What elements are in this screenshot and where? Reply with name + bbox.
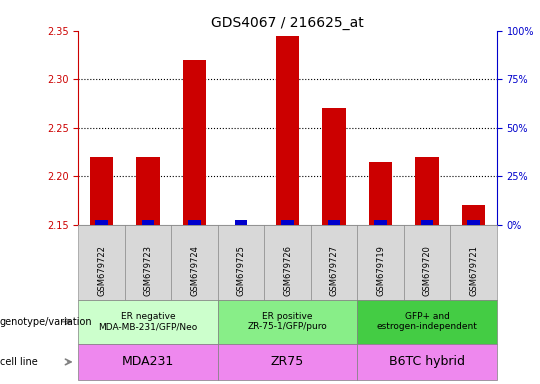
Title: GDS4067 / 216625_at: GDS4067 / 216625_at <box>211 16 364 30</box>
Bar <box>276 36 299 225</box>
Text: cell line: cell line <box>0 357 38 367</box>
Bar <box>90 157 113 225</box>
Text: B6TC hybrid: B6TC hybrid <box>389 356 465 368</box>
Text: GSM679726: GSM679726 <box>283 245 292 296</box>
Text: GSM679723: GSM679723 <box>144 245 153 296</box>
Bar <box>95 220 108 225</box>
Text: GSM679722: GSM679722 <box>97 245 106 296</box>
Bar <box>415 157 438 225</box>
Text: GSM679719: GSM679719 <box>376 245 385 296</box>
Text: MDA231: MDA231 <box>122 356 174 368</box>
Bar <box>462 205 485 225</box>
Bar <box>328 220 340 225</box>
Bar <box>374 220 387 225</box>
Bar <box>235 220 247 225</box>
Text: GSM679724: GSM679724 <box>190 245 199 296</box>
Bar <box>141 220 154 225</box>
Text: GSM679725: GSM679725 <box>237 245 246 296</box>
Text: GFP+ and
estrogen-independent: GFP+ and estrogen-independent <box>376 312 477 331</box>
Bar <box>188 220 201 225</box>
Bar <box>137 157 160 225</box>
Text: ER negative
MDA-MB-231/GFP/Neo: ER negative MDA-MB-231/GFP/Neo <box>98 312 198 331</box>
Bar <box>183 60 206 225</box>
Text: genotype/variation: genotype/variation <box>0 316 93 327</box>
Bar <box>369 162 392 225</box>
Text: ER positive
ZR-75-1/GFP/puro: ER positive ZR-75-1/GFP/puro <box>248 312 327 331</box>
Text: GSM679720: GSM679720 <box>423 245 431 296</box>
Bar <box>281 220 294 225</box>
Bar <box>467 220 480 225</box>
Text: GSM679727: GSM679727 <box>329 245 339 296</box>
Bar <box>322 108 346 225</box>
Text: GSM679721: GSM679721 <box>469 245 478 296</box>
Bar <box>421 220 434 225</box>
Text: ZR75: ZR75 <box>271 356 304 368</box>
